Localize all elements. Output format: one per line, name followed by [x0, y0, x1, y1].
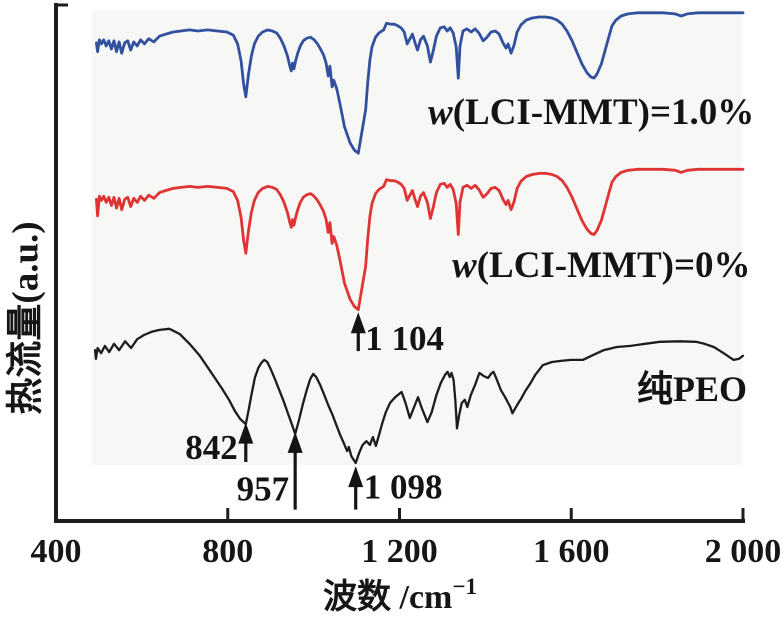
series-label-2: w(LCI-MMT)=0%	[452, 245, 751, 286]
x-tick-label: 800	[202, 533, 253, 570]
x-tick-label: 400	[31, 533, 82, 570]
scan-background	[92, 10, 742, 465]
x-axis-title: 波数 /cm−1	[323, 574, 477, 616]
annotation-arrow-head	[287, 431, 303, 453]
series-label-3: 纯PEO	[637, 369, 747, 409]
series-curve-3	[93, 327, 745, 465]
annotation-label: 1 104	[365, 319, 444, 358]
y-axis-title: 热流量(a.u.)	[5, 221, 47, 414]
annotation-arrow-head	[238, 422, 254, 444]
x-tick-label: 1 600	[533, 533, 610, 570]
annotation-arrow-head	[348, 466, 364, 488]
series-curve-2	[95, 167, 745, 312]
x-axis-title-exponent: −1	[452, 574, 477, 599]
series-curve-1	[95, 11, 745, 155]
series-label-1: w(LCI-MMT)=1.0%	[428, 92, 754, 133]
annotation-label: 1 098	[364, 468, 443, 507]
annotation-arrow-head	[350, 312, 366, 334]
annotation-label: 957	[237, 470, 290, 509]
x-tick-label: 2 000	[705, 533, 782, 570]
x-axis-title-base: 波数 /cm	[323, 578, 452, 616]
series-group: w(LCI-MMT)=1.0% w(LCI-MMT)=0% 纯PEO	[93, 11, 754, 465]
ticks-group: 400 800 1 200 1 600 2 000	[31, 508, 782, 570]
annotation-label: 842	[185, 428, 238, 467]
x-tick-label: 1 200	[361, 533, 438, 570]
